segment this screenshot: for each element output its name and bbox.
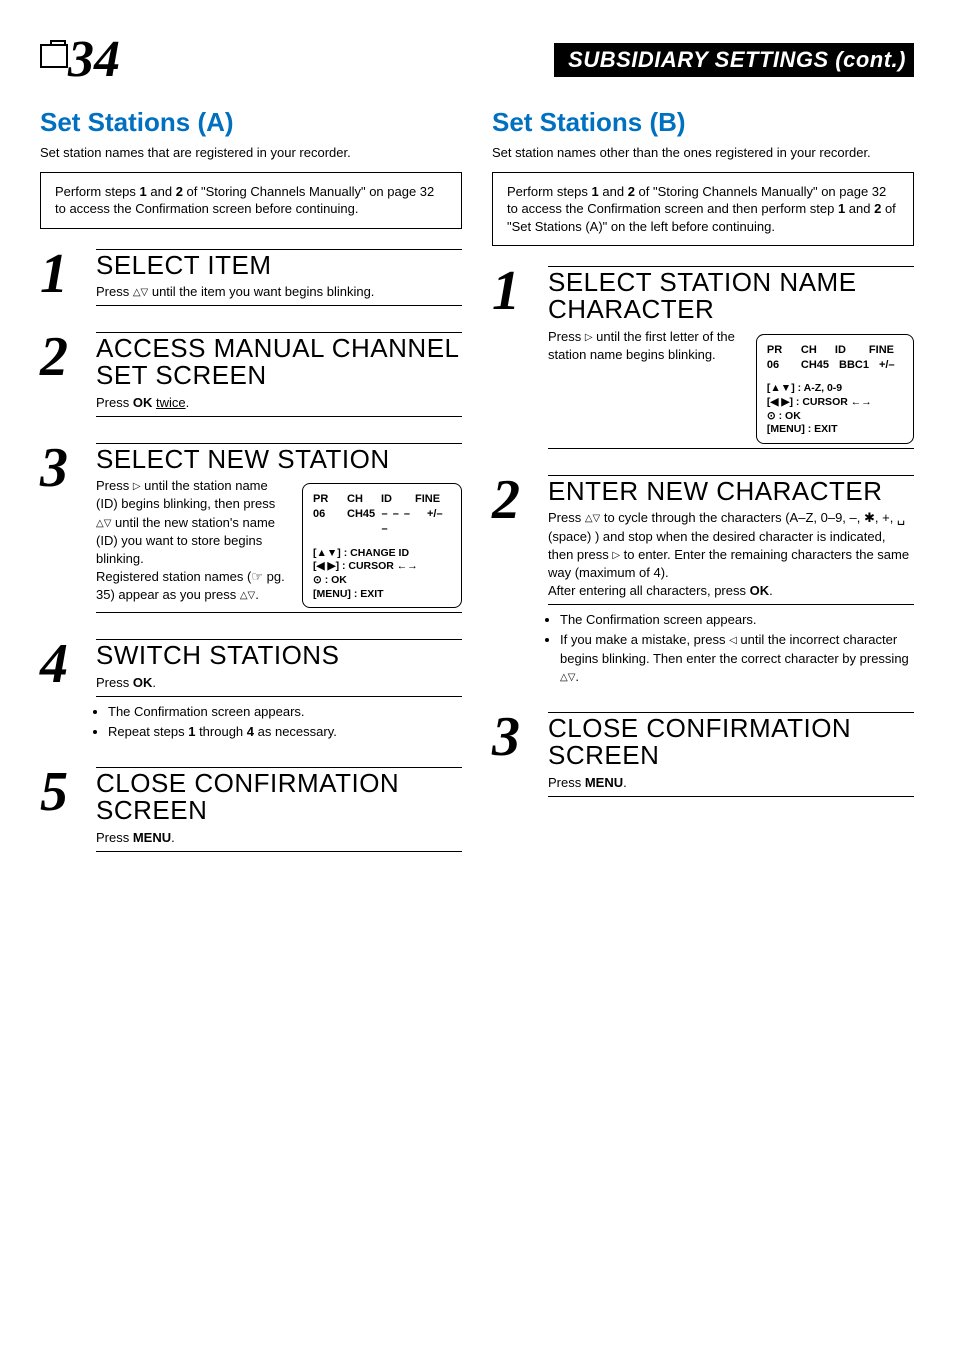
step-body: Press ▷ until the station name (ID) begi… — [96, 477, 288, 604]
osd-display-a: PR CH ID FINE 06 CH45 – – – – +/– [▲ — [302, 483, 462, 608]
osd-legend-line: ⊙ : OK — [767, 410, 903, 424]
left-column: Set Stations (A) Set station names that … — [40, 107, 462, 878]
osd-legend-line: [▲▼] : A-Z, 0-9 — [767, 382, 903, 396]
osd-value: BBC1 — [839, 358, 869, 373]
step-body: Press OK twice. — [96, 394, 462, 412]
osd-legend-line: ⊙ : OK — [313, 574, 451, 588]
step-title: ACCESS MANUAL CHANNEL SET SCREEN — [96, 335, 462, 390]
step-number: 1 — [492, 266, 520, 316]
osd-header: CH — [801, 343, 825, 358]
step-title: SELECT NEW STATION — [96, 446, 462, 473]
step-title: CLOSE CONFIRMATION SCREEN — [96, 770, 462, 825]
osd-legend-line: [◀ ▶] : CURSOR ←→ — [313, 560, 451, 574]
section-b-intro: Set station names other than the ones re… — [492, 144, 914, 162]
step-b3: 3 CLOSE CONFIRMATION SCREEN Press MENU. — [492, 712, 914, 797]
step-body: Press OK. — [96, 674, 462, 692]
osd-value: – – – – — [382, 507, 417, 537]
step-body: Press MENU. — [548, 774, 914, 792]
step-number: 3 — [492, 712, 520, 762]
step-b1: 1 SELECT STATION NAME CHARACTER Press ▷ … — [492, 266, 914, 449]
step-a3: 3 SELECT NEW STATION Press ▷ until the s… — [40, 443, 462, 613]
section-b-title: Set Stations (B) — [492, 107, 914, 138]
step-number: 2 — [40, 332, 68, 382]
bullet-item: Repeat steps 1 through 4 as necessary. — [108, 723, 462, 741]
step-body: Press ▷ until the first letter of the st… — [548, 328, 742, 364]
osd-legend-line: [▲▼] : CHANGE ID — [313, 547, 451, 561]
osd-legend-line: [MENU] : EXIT — [313, 588, 451, 602]
step-title: SELECT STATION NAME CHARACTER — [548, 269, 914, 324]
osd-legend-line: [MENU] : EXIT — [767, 423, 903, 437]
step-bullets: The Confirmation screen appears. If you … — [548, 611, 914, 686]
step-body: Press △▽ to cycle through the characters… — [548, 509, 914, 600]
step-number: 3 — [40, 443, 68, 493]
osd-header: ID — [835, 343, 859, 358]
osd-value: CH45 — [347, 507, 372, 537]
osd-display-b: PR CH ID FINE 06 CH45 BBC1 +/– [▲▼] — [756, 334, 914, 444]
step-number: 5 — [40, 767, 68, 817]
header-title: SUBSIDIARY SETTINGS (cont.) — [554, 43, 914, 77]
osd-header: FINE — [415, 492, 440, 507]
osd-header: PR — [767, 343, 791, 358]
step-a5: 5 CLOSE CONFIRMATION SCREEN Press MENU. — [40, 767, 462, 852]
osd-value: +/– — [879, 358, 903, 373]
osd-value: 06 — [313, 507, 337, 537]
osd-value: +/– — [427, 507, 451, 537]
step-number: 4 — [40, 639, 68, 689]
step-title: SWITCH STATIONS — [96, 642, 462, 669]
page-number: 34 — [68, 30, 120, 89]
page-header: 34 SUBSIDIARY SETTINGS (cont.) — [40, 30, 914, 89]
bullet-item: The Confirmation screen appears. — [560, 611, 914, 629]
step-title: SELECT ITEM — [96, 252, 462, 279]
osd-value: CH45 — [801, 358, 829, 373]
step-number: 2 — [492, 475, 520, 525]
step-b2: 2 ENTER NEW CHARACTER Press △▽ to cycle … — [492, 475, 914, 686]
brand-logo — [40, 44, 68, 75]
content-columns: Set Stations (A) Set station names that … — [40, 107, 914, 878]
step-bullets: The Confirmation screen appears. Repeat … — [96, 703, 462, 741]
section-b-prereq-box: Perform steps 1 and 2 of "Storing Channe… — [492, 172, 914, 247]
osd-legend: [▲▼] : A-Z, 0-9 [◀ ▶] : CURSOR ←→ ⊙ : OK… — [767, 382, 903, 437]
step-title: CLOSE CONFIRMATION SCREEN — [548, 715, 914, 770]
osd-legend-line: [◀ ▶] : CURSOR ←→ — [767, 396, 903, 410]
osd-header: CH — [347, 492, 371, 507]
step-number: 1 — [40, 249, 68, 299]
osd-legend: [▲▼] : CHANGE ID [◀ ▶] : CURSOR ←→ ⊙ : O… — [313, 547, 451, 602]
osd-header: PR — [313, 492, 337, 507]
step-title: ENTER NEW CHARACTER — [548, 478, 914, 505]
bullet-item: The Confirmation screen appears. — [108, 703, 462, 721]
step-a2: 2 ACCESS MANUAL CHANNEL SET SCREEN Press… — [40, 332, 462, 417]
step-a1: 1 SELECT ITEM Press △▽ until the item yo… — [40, 249, 462, 306]
step-a4: 4 SWITCH STATIONS Press OK. The Confirma… — [40, 639, 462, 741]
osd-header: FINE — [869, 343, 894, 358]
step-body: Press △▽ until the item you want begins … — [96, 283, 462, 301]
step-body: Press MENU. — [96, 829, 462, 847]
bullet-item: If you make a mistake, press ◁ until the… — [560, 631, 914, 686]
section-a-prereq-box: Perform steps 1 and 2 of "Storing Channe… — [40, 172, 462, 229]
osd-header: ID — [381, 492, 405, 507]
section-a-intro: Set station names that are registered in… — [40, 144, 462, 162]
osd-value: 06 — [767, 358, 791, 373]
right-column: Set Stations (B) Set station names other… — [492, 107, 914, 878]
section-a-title: Set Stations (A) — [40, 107, 462, 138]
